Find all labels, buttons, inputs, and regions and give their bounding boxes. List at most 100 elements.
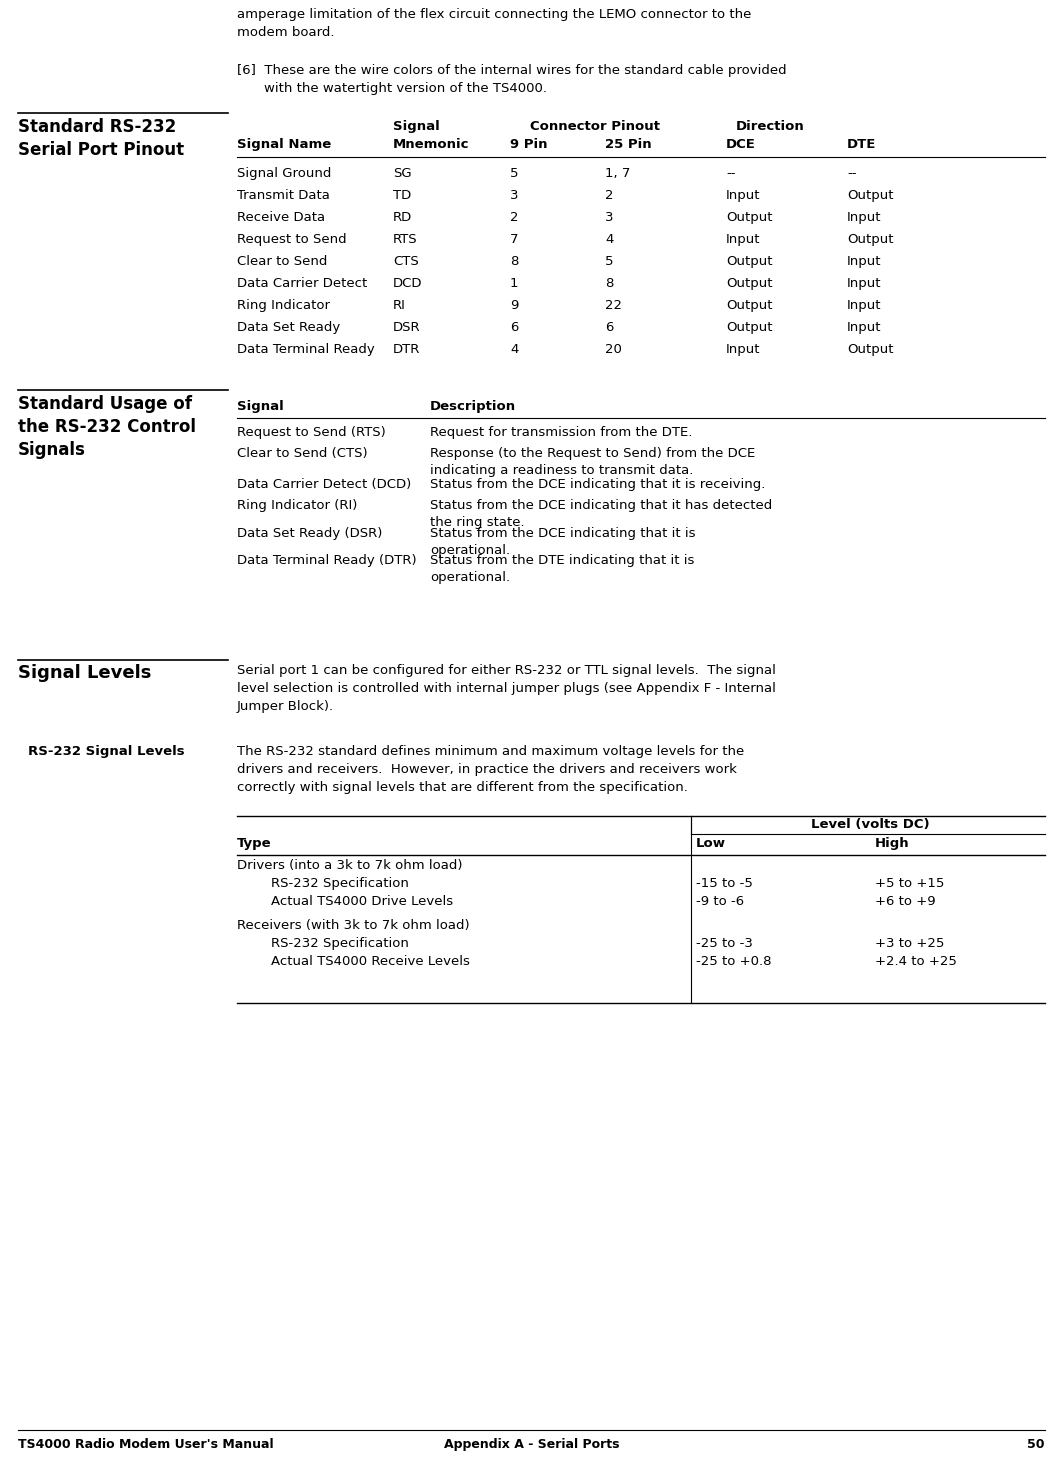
Text: Data Carrier Detect: Data Carrier Detect [237,277,367,290]
Text: Serial Port Pinout: Serial Port Pinout [18,141,184,160]
Text: Clear to Send: Clear to Send [237,255,327,268]
Text: correctly with signal levels that are different from the specification.: correctly with signal levels that are di… [237,781,688,794]
Text: Signal Ground: Signal Ground [237,167,332,180]
Text: Standard RS-232: Standard RS-232 [18,119,176,136]
Text: Input: Input [847,211,881,224]
Text: Ring Indicator: Ring Indicator [237,299,330,312]
Text: 2: 2 [510,211,519,224]
Text: operational.: operational. [431,571,510,585]
Text: SG: SG [393,167,411,180]
Text: Direction: Direction [736,120,805,133]
Text: 1, 7: 1, 7 [605,167,630,180]
Text: Status from the DCE indicating that it is: Status from the DCE indicating that it i… [431,527,695,541]
Text: Request to Send: Request to Send [237,233,347,246]
Text: Mnemonic: Mnemonic [393,138,470,151]
Text: Status from the DCE indicating that it has detected: Status from the DCE indicating that it h… [431,500,772,511]
Text: drivers and receivers.  However, in practice the drivers and receivers work: drivers and receivers. However, in pract… [237,763,737,776]
Text: RS-232 Signal Levels: RS-232 Signal Levels [28,746,185,757]
Text: Output: Output [726,299,773,312]
Text: Output: Output [726,211,773,224]
Text: the RS-232 Control: the RS-232 Control [18,418,196,437]
Text: Request to Send (RTS): Request to Send (RTS) [237,426,386,440]
Text: RS-232 Specification: RS-232 Specification [237,878,409,891]
Text: modem board.: modem board. [237,26,335,40]
Text: 5: 5 [510,167,519,180]
Text: DTE: DTE [847,138,876,151]
Text: DSR: DSR [393,321,421,334]
Text: 25 Pin: 25 Pin [605,138,652,151]
Text: Data Carrier Detect (DCD): Data Carrier Detect (DCD) [237,478,411,491]
Text: Jumper Block).: Jumper Block). [237,700,334,713]
Text: Input: Input [847,321,881,334]
Text: Level (volts DC): Level (volts DC) [811,817,930,831]
Text: 8: 8 [510,255,519,268]
Text: Input: Input [726,233,760,246]
Text: 50: 50 [1028,1439,1045,1450]
Text: 1: 1 [510,277,519,290]
Text: 6: 6 [510,321,519,334]
Text: 22: 22 [605,299,622,312]
Text: Input: Input [847,277,881,290]
Text: Clear to Send (CTS): Clear to Send (CTS) [237,447,368,460]
Text: Input: Input [726,189,760,202]
Text: Output: Output [726,321,773,334]
Text: Output: Output [726,255,773,268]
Text: Serial port 1 can be configured for either RS-232 or TTL signal levels.  The sig: Serial port 1 can be configured for eith… [237,664,776,677]
Text: Transmit Data: Transmit Data [237,189,330,202]
Text: Input: Input [847,299,881,312]
Text: indicating a readiness to transmit data.: indicating a readiness to transmit data. [431,464,693,478]
Text: +3 to +25: +3 to +25 [875,938,944,949]
Text: Low: Low [696,837,726,850]
Text: RI: RI [393,299,406,312]
Text: DTR: DTR [393,343,420,356]
Text: Appendix A - Serial Ports: Appendix A - Serial Ports [444,1439,620,1450]
Text: 4: 4 [510,343,519,356]
Text: --: -- [847,167,857,180]
Text: DCE: DCE [726,138,756,151]
Text: the ring state.: the ring state. [431,516,525,529]
Text: Data Set Ready (DSR): Data Set Ready (DSR) [237,527,383,541]
Text: Output: Output [847,343,894,356]
Text: TS4000 Radio Modem User's Manual: TS4000 Radio Modem User's Manual [18,1439,273,1450]
Text: Input: Input [726,343,760,356]
Text: 20: 20 [605,343,622,356]
Text: --: -- [726,167,736,180]
Text: Description: Description [431,400,517,413]
Text: Output: Output [726,277,773,290]
Text: Signal Levels: Signal Levels [18,664,151,683]
Text: -25 to +0.8: -25 to +0.8 [696,955,772,968]
Text: -25 to -3: -25 to -3 [696,938,753,949]
Text: TD: TD [393,189,411,202]
Text: Status from the DTE indicating that it is: Status from the DTE indicating that it i… [431,554,694,567]
Text: 3: 3 [605,211,613,224]
Text: 3: 3 [510,189,519,202]
Text: 6: 6 [605,321,613,334]
Text: RTS: RTS [393,233,418,246]
Text: High: High [875,837,910,850]
Text: RD: RD [393,211,412,224]
Text: amperage limitation of the flex circuit connecting the LEMO connector to the: amperage limitation of the flex circuit … [237,7,752,21]
Text: Output: Output [847,233,894,246]
Text: 4: 4 [605,233,613,246]
Text: +6 to +9: +6 to +9 [875,895,935,908]
Text: Ring Indicator (RI): Ring Indicator (RI) [237,500,357,511]
Text: +2.4 to +25: +2.4 to +25 [875,955,957,968]
Text: Connector Pinout: Connector Pinout [530,120,660,133]
Text: Data Terminal Ready (DTR): Data Terminal Ready (DTR) [237,554,417,567]
Text: 8: 8 [605,277,613,290]
Text: Response (to the Request to Send) from the DCE: Response (to the Request to Send) from t… [431,447,755,460]
Text: Input: Input [847,255,881,268]
Text: Type: Type [237,837,272,850]
Text: [6]  These are the wire colors of the internal wires for the standard cable prov: [6] These are the wire colors of the int… [237,64,787,78]
Text: Actual TS4000 Receive Levels: Actual TS4000 Receive Levels [237,955,470,968]
Text: Signals: Signals [18,441,86,459]
Text: CTS: CTS [393,255,419,268]
Text: Data Terminal Ready: Data Terminal Ready [237,343,375,356]
Text: Standard Usage of: Standard Usage of [18,396,192,413]
Text: level selection is controlled with internal jumper plugs (see Appendix F - Inter: level selection is controlled with inter… [237,683,776,694]
Text: Request for transmission from the DTE.: Request for transmission from the DTE. [431,426,692,440]
Text: Signal Name: Signal Name [237,138,332,151]
Text: operational.: operational. [431,544,510,557]
Text: Actual TS4000 Drive Levels: Actual TS4000 Drive Levels [237,895,453,908]
Text: Status from the DCE indicating that it is receiving.: Status from the DCE indicating that it i… [431,478,765,491]
